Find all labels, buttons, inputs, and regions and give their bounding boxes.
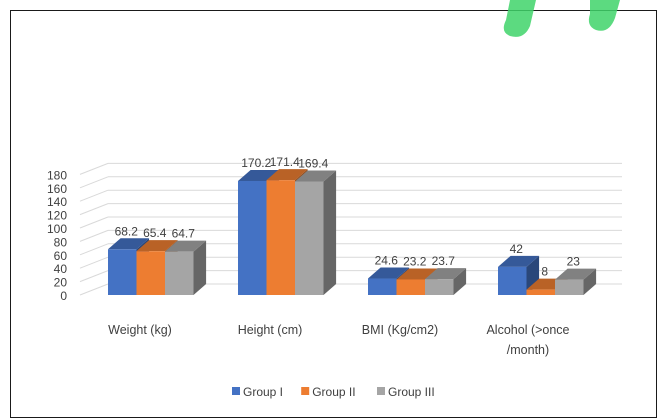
bar-top [396,268,438,280]
bar-top [165,240,207,252]
gridline-depth [79,270,109,283]
bar-side [323,170,337,295]
data-label: 171.4 [270,155,300,169]
legend-swatch [377,387,385,395]
bar-top [555,268,597,280]
bar-side [583,268,597,295]
x-category-label: BMI (Kg/cm2) [362,323,438,337]
gridline-depth [79,256,109,269]
data-label: 23.7 [432,254,456,268]
legend-swatch [232,387,240,395]
bar [165,251,194,295]
data-label: 64.7 [172,227,196,241]
bar-top [266,169,308,181]
x-category-label: /month) [507,343,549,357]
data-label: 23 [567,255,581,269]
y-tick-label: 100 [47,222,67,236]
bar-side [193,240,207,295]
watermark-logo [470,0,659,42]
bar-top [295,170,337,182]
data-label: 68.2 [115,224,139,238]
watermark-logo-shape [503,0,620,37]
gridline-depth [79,283,109,296]
gridline-depth [79,216,109,229]
bar-top [498,255,540,267]
legend-swatch [301,387,310,395]
bar-top [136,240,178,252]
data-label: 65.4 [143,226,167,240]
y-tick-label: 60 [54,249,68,263]
y-tick-label: 80 [54,235,68,249]
bar [396,279,425,295]
bar [555,279,584,295]
legend-label: Group I [243,385,283,399]
gridline-depth [79,203,109,216]
bar [526,289,555,295]
gridline-depth [79,176,109,189]
data-label: 24.6 [375,254,399,268]
y-tick-label: 160 [47,182,67,196]
x-category-label: Height (cm) [238,323,303,337]
data-label: 169.4 [298,157,328,171]
gridline-depth [79,162,109,175]
bar-side [453,268,467,295]
data-label: 170.2 [241,156,271,170]
bar [498,266,527,295]
y-tick-label: 180 [47,168,67,182]
bar [425,279,454,295]
bar [108,249,137,295]
bar-top [425,268,467,280]
bar [295,181,324,295]
y-tick-label: 140 [47,195,67,209]
bar [368,278,397,295]
data-label: 8 [541,265,548,279]
y-tick-label: 40 [54,262,68,276]
y-tick-label: 120 [47,209,67,223]
bar-top [108,238,150,250]
x-category-label: Weight (kg) [108,323,172,337]
y-tick-label: 20 [54,276,68,290]
data-label: 42 [510,242,524,256]
bar [266,180,295,295]
y-tick-label: 0 [60,289,67,303]
bar [136,251,165,295]
gridline-depth [79,243,109,256]
gridline-depth [79,229,109,242]
gridline-depth [79,189,109,202]
legend-label: Group III [388,385,435,399]
bar-top [368,267,410,279]
bar [238,180,267,295]
legend-label: Group II [312,385,355,399]
x-category-label: Alcohol (>once [486,323,569,337]
data-label: 23.2 [403,254,427,268]
